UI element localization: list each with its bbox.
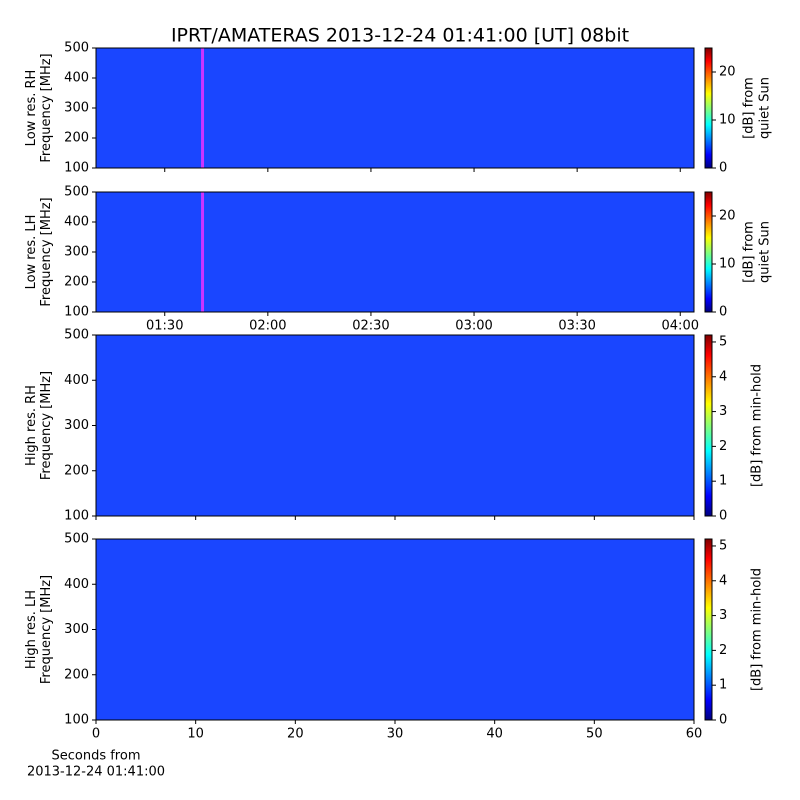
x-tick-label: 01:30 (146, 319, 183, 334)
y-tick-label: 400 (64, 215, 89, 230)
y-tick-label: 500 (64, 532, 89, 547)
colorbar-tick-label: 0 (719, 713, 727, 728)
y-tick-label: 300 (64, 101, 89, 116)
colorbar-label: quiet Sun (758, 221, 773, 283)
y-tick-label: 100 (64, 161, 89, 176)
y-tick-label: 500 (64, 185, 89, 200)
y-axis-label: Frequency [MHz] (39, 197, 54, 306)
colorbar-tick-label: 0 (719, 161, 727, 176)
x-tick-label: 30 (387, 727, 404, 742)
colorbar (704, 538, 713, 721)
colorbar-tick-label: 10 (719, 257, 736, 272)
colorbar (704, 334, 713, 517)
y-tick-label: 300 (64, 622, 89, 637)
y-tick-label: 100 (64, 713, 89, 728)
x-caption: 2013-12-24 01:41:00 (27, 765, 165, 780)
colorbar-tick-label: 10 (719, 113, 736, 128)
colorbar (704, 191, 713, 313)
y-tick-label: 500 (64, 41, 89, 56)
plot-background (96, 48, 694, 168)
colorbar-tick-label: 20 (719, 209, 736, 224)
colorbar-label: [dB] from (742, 77, 757, 139)
colorbar-label: [dB] from min-hold (750, 568, 765, 691)
colorbar-tick-label: 5 (719, 334, 727, 349)
colorbar-label: [dB] from (742, 221, 757, 283)
y-axis-label: Frequency [MHz] (39, 371, 54, 480)
x-caption: Seconds from (51, 749, 140, 764)
y-tick-label: 400 (64, 577, 89, 592)
x-tick-label: 50 (586, 727, 603, 742)
y-tick-label: 300 (64, 418, 89, 433)
colorbar-tick-label: 3 (719, 608, 727, 623)
x-tick-label: 04:00 (662, 319, 699, 334)
colorbar-tick-label: 3 (719, 404, 727, 419)
y-axis-label: Frequency [MHz] (39, 575, 54, 684)
y-tick-label: 300 (64, 245, 89, 260)
y-tick-label: 200 (64, 667, 89, 682)
x-tick-label: 0 (92, 727, 100, 742)
plot-background (96, 335, 694, 516)
y-axis-label: Low res. RH (24, 70, 39, 147)
x-tick-label: 02:30 (352, 319, 389, 334)
colorbar-tick-label: 0 (719, 509, 727, 524)
y-tick-label: 100 (64, 305, 89, 320)
plot-background (96, 539, 694, 720)
x-tick-label: 20 (287, 727, 304, 742)
colorbar-tick-label: 1 (719, 474, 727, 489)
colorbar-tick-label: 1 (719, 678, 727, 693)
x-tick-label: 03:00 (455, 319, 492, 334)
x-tick-label: 10 (187, 727, 204, 742)
y-tick-label: 400 (64, 71, 89, 86)
colorbar-tick-label: 0 (719, 305, 727, 320)
plot-background (96, 192, 694, 312)
x-tick-label: 60 (686, 727, 703, 742)
y-axis-label: High res. RH (24, 385, 39, 466)
y-axis-label: Low res. LH (24, 215, 39, 290)
y-axis-label: High res. LH (24, 590, 39, 669)
y-tick-label: 200 (64, 463, 89, 478)
x-tick-label: 03:30 (558, 319, 595, 334)
colorbar-tick-label: 4 (719, 573, 727, 588)
colorbar-tick-label: 2 (719, 439, 727, 454)
y-axis-label: Frequency [MHz] (39, 53, 54, 162)
y-tick-label: 400 (64, 373, 89, 388)
x-tick-label: 40 (486, 727, 503, 742)
colorbar (704, 47, 713, 169)
y-tick-label: 100 (64, 509, 89, 524)
chart-title: IPRT/AMATERAS 2013-12-24 01:41:00 [UT] 0… (171, 25, 629, 47)
y-tick-label: 200 (64, 275, 89, 290)
x-tick-label: 02:00 (249, 319, 286, 334)
colorbar-tick-label: 20 (719, 65, 736, 80)
colorbar-tick-label: 4 (719, 369, 727, 384)
y-tick-label: 200 (64, 131, 89, 146)
y-tick-label: 500 (64, 328, 89, 343)
colorbar-label: quiet Sun (758, 77, 773, 139)
colorbar-tick-label: 2 (719, 643, 727, 658)
colorbar-tick-label: 5 (719, 538, 727, 553)
colorbar-label: [dB] from min-hold (750, 364, 765, 487)
